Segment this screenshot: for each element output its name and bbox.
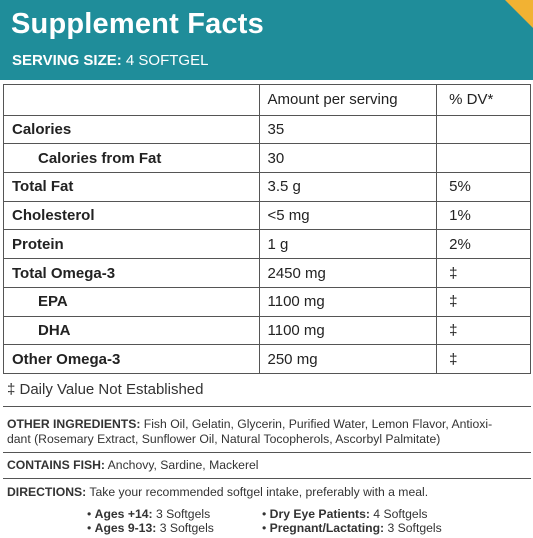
- ingredients-line-2: dant (Rosemary Extract, Sunflower Oil, N…: [7, 432, 441, 446]
- nutrient-amount: 3.5 g: [258, 172, 438, 202]
- table-header-row: Amount per serving % DV*: [3, 84, 531, 116]
- contains-text: Anchovy, Sardine, Mackerel: [107, 458, 259, 472]
- contains-label: CONTAINS FISH:: [7, 458, 105, 472]
- dose-value: 3 Softgels: [159, 521, 214, 535]
- nutrient-name: Cholesterol: [3, 200, 260, 231]
- dose-label: Ages +14:: [94, 507, 153, 521]
- nutrient-dv: ‡: [436, 286, 531, 317]
- dose-item: • Dry Eye Patients: 4 Softgels: [262, 507, 428, 521]
- corner-accent: [505, 0, 533, 28]
- directions-label: DIRECTIONS:: [7, 485, 87, 499]
- nutrient-amount: 1 g: [258, 229, 438, 260]
- nutrient-dv: ‡: [436, 344, 531, 374]
- nutrient-name: DHA: [3, 315, 260, 346]
- serving-size: SERVING SIZE: 4 SOFTGEL: [12, 52, 208, 69]
- nutrient-dv: ‡: [436, 258, 531, 288]
- divider: [3, 406, 531, 407]
- facts-header: Supplement Facts SERVING SIZE: 4 SOFTGEL: [0, 0, 533, 80]
- nutrient-name: Total Fat: [3, 172, 260, 202]
- divider: [3, 478, 531, 479]
- nutrient-name: Other Omega-3: [3, 344, 260, 374]
- table-row: Total Fat 3.5 g 5%: [3, 172, 531, 202]
- table-row: Total Omega-3 2450 mg ‡: [3, 258, 531, 288]
- dose-label: Ages 9-13:: [94, 521, 157, 535]
- contains-fish: CONTAINS FISH: Anchovy, Sardine, Mackere…: [7, 458, 259, 473]
- dv-column-header: % DV*: [436, 84, 531, 116]
- dose-label: Dry Eye Patients:: [269, 507, 370, 521]
- dose-item: • Pregnant/Lactating: 3 Softgels: [262, 521, 442, 535]
- divider: [3, 452, 531, 453]
- dose-item: • Ages 9-13: 3 Softgels: [87, 521, 214, 535]
- table-row: Protein 1 g 2%: [3, 229, 531, 260]
- nutrient-dv: [436, 114, 531, 145]
- ingredients-line-1: Fish Oil, Gelatin, Glycerin, Purified Wa…: [143, 417, 493, 431]
- nutrient-dv: 2%: [436, 229, 531, 260]
- amount-column-header: Amount per serving: [258, 84, 438, 116]
- table-row: Other Omega-3 250 mg ‡: [3, 344, 531, 374]
- nutrient-amount: 1100 mg: [258, 315, 438, 346]
- nutrient-amount: 2450 mg: [258, 258, 438, 288]
- nutrient-amount: 30: [258, 143, 438, 174]
- directions-text: Take your recommended softgel intake, pr…: [89, 485, 429, 499]
- dose-value: 4 Softgels: [373, 507, 428, 521]
- header-blank-cell: [3, 84, 260, 116]
- dose-item: • Ages +14: 3 Softgels: [87, 507, 211, 521]
- table-row: DHA 1100 mg ‡: [3, 315, 531, 346]
- nutrient-name: Protein: [3, 229, 260, 260]
- nutrient-amount: 250 mg: [258, 344, 438, 374]
- nutrient-name: Calories from Fat: [3, 143, 260, 174]
- panel-title: Supplement Facts: [11, 8, 264, 40]
- nutrient-dv: 1%: [436, 200, 531, 231]
- nutrient-amount: 1100 mg: [258, 286, 438, 317]
- nutrient-name: Calories: [3, 114, 260, 145]
- nutrient-amount: <5 mg: [258, 200, 438, 231]
- table-row: Calories from Fat 30: [3, 143, 531, 174]
- serving-value: 4 SOFTGEL: [125, 52, 209, 69]
- directions: DIRECTIONS: Take your recommended softge…: [7, 485, 428, 500]
- table-row: Cholesterol <5 mg 1%: [3, 200, 531, 231]
- nutrient-amount: 35: [258, 114, 438, 145]
- dose-value: 3 Softgels: [387, 521, 442, 535]
- other-ingredients: OTHER INGREDIENTS: Fish Oil, Gelatin, Gl…: [7, 417, 492, 447]
- nutrient-dv: [436, 143, 531, 174]
- nutrient-name: EPA: [3, 286, 260, 317]
- nutrient-name: Total Omega-3: [3, 258, 260, 288]
- daily-value-footnote: ‡ Daily Value Not Established: [7, 381, 204, 398]
- nutrition-table: Amount per serving % DV* Calories 35 Cal…: [3, 84, 531, 374]
- table-row: EPA 1100 mg ‡: [3, 286, 531, 317]
- nutrient-dv: ‡: [436, 315, 531, 346]
- ingredients-label: OTHER INGREDIENTS:: [7, 417, 141, 431]
- dose-label: Pregnant/Lactating:: [269, 521, 385, 535]
- nutrient-dv: 5%: [436, 172, 531, 202]
- table-row: Calories 35: [3, 114, 531, 145]
- dose-value: 3 Softgels: [155, 507, 211, 521]
- serving-label: SERVING SIZE:: [12, 52, 122, 69]
